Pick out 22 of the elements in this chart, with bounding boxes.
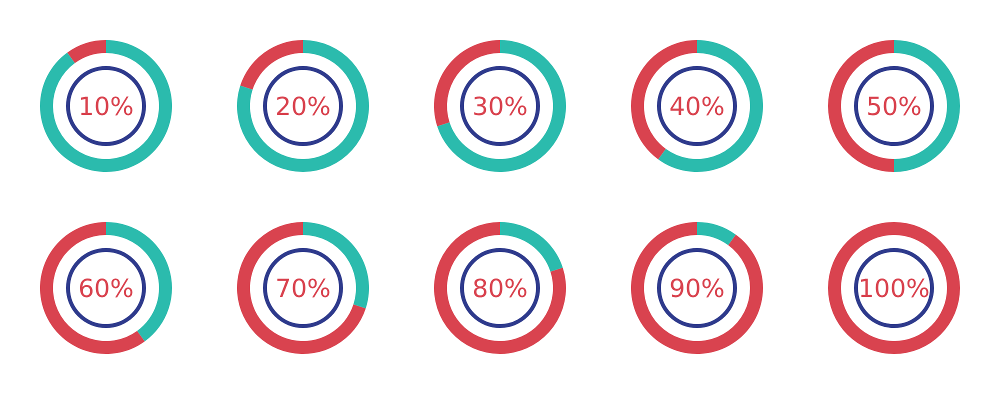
donut-slice [67,40,106,64]
text: 30% [472,92,528,121]
donut-slice [658,40,763,172]
donut-slice [437,40,566,172]
text: 70% [275,274,331,303]
donut-slice [500,222,563,272]
donut-slice [40,40,172,172]
donut-slice [697,222,736,246]
donut-slice [237,40,369,172]
donut-slice [631,222,763,354]
text: 50% [866,92,922,121]
text: 40% [669,92,725,121]
text: 80% [472,274,528,303]
text: 60% [78,274,134,303]
donut-slice [240,40,303,90]
donut-slice [237,222,366,354]
text: 100% [858,274,930,303]
donut-slice [434,222,566,354]
text: 20% [275,92,331,121]
donut-slice [40,222,145,354]
text: 90% [669,274,725,303]
text: 10% [78,92,134,121]
